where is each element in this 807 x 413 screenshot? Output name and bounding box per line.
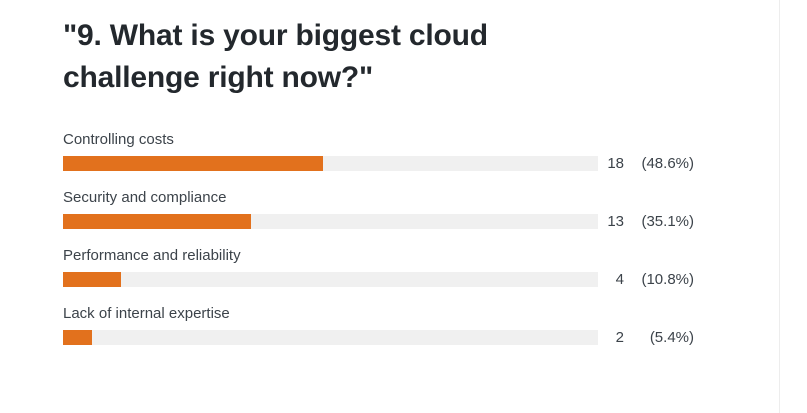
poll-results-card: "9. What is your biggest cloud challenge … bbox=[63, 15, 703, 362]
answer-label: Controlling costs bbox=[63, 131, 174, 148]
bar-fill bbox=[63, 330, 92, 345]
results-list: Controlling costs 18 (48.6%) Security an… bbox=[63, 130, 703, 346]
vote-percent: (48.6%) bbox=[641, 155, 694, 172]
answer-label: Performance and reliability bbox=[63, 247, 241, 264]
vote-percent: (35.1%) bbox=[641, 213, 694, 230]
bar-line: 18 (48.6%) bbox=[63, 155, 703, 172]
bar-track bbox=[63, 330, 598, 345]
vote-percent: (5.4%) bbox=[649, 329, 694, 346]
bar-fill bbox=[63, 156, 323, 171]
bar-line: 2 (5.4%) bbox=[63, 329, 703, 346]
bar-fill bbox=[63, 214, 251, 229]
poll-question-title-line2: challenge right now?" bbox=[63, 61, 374, 94]
bar-line: 13 (35.1%) bbox=[63, 213, 703, 230]
result-row: Performance and reliability 4 (10.8%) bbox=[63, 246, 703, 288]
result-row: Security and compliance 13 (35.1%) bbox=[63, 188, 703, 230]
answer-label: Lack of internal expertise bbox=[63, 305, 230, 322]
poll-question-title-line1: "9. What is your biggest cloud bbox=[63, 19, 488, 52]
poll-question-title: "9. What is your biggest cloud challenge … bbox=[63, 15, 703, 99]
vote-count: 4 bbox=[615, 271, 624, 288]
bar-fill bbox=[63, 272, 121, 287]
result-row: Controlling costs 18 (48.6%) bbox=[63, 130, 703, 172]
bar-track bbox=[63, 214, 598, 229]
right-edge-divider bbox=[779, 0, 780, 413]
vote-count: 18 bbox=[607, 155, 624, 172]
answer-label: Security and compliance bbox=[63, 189, 227, 206]
vote-percent: (10.8%) bbox=[641, 271, 694, 288]
vote-count: 13 bbox=[607, 213, 624, 230]
bar-line: 4 (10.8%) bbox=[63, 271, 703, 288]
vote-count: 2 bbox=[615, 329, 624, 346]
bar-track bbox=[63, 272, 598, 287]
bar-track bbox=[63, 156, 598, 171]
result-row: Lack of internal expertise 2 (5.4%) bbox=[63, 304, 703, 346]
